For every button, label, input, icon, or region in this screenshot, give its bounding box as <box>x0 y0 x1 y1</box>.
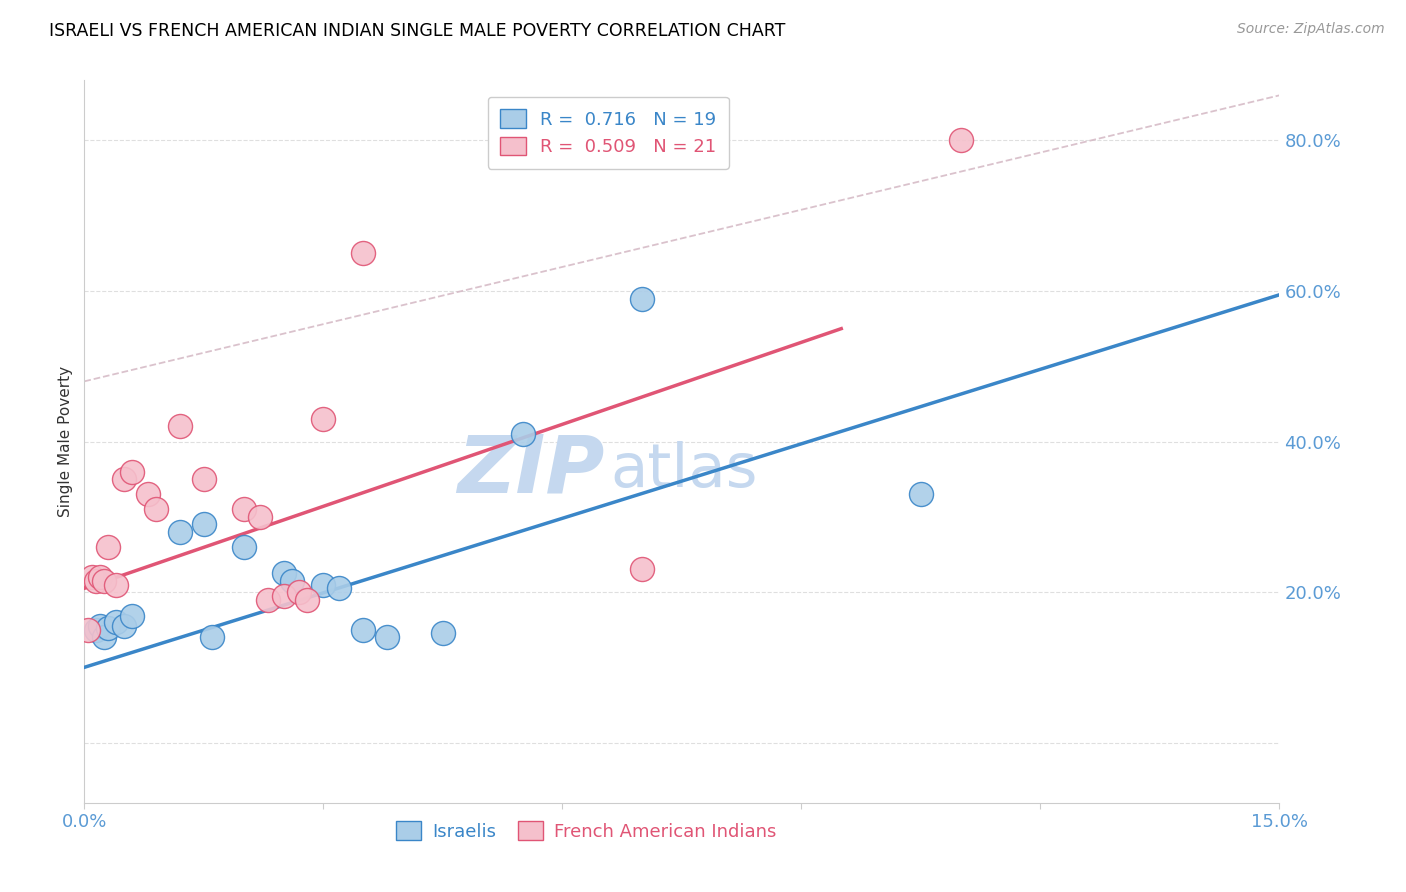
Point <box>328 582 350 596</box>
Point <box>249 509 271 524</box>
Point <box>273 589 295 603</box>
Point <box>105 615 128 630</box>
Point <box>105 577 128 591</box>
Point <box>273 566 295 581</box>
Point <box>89 570 111 584</box>
Point <box>312 412 335 426</box>
Point <box>375 630 398 644</box>
Point <box>631 292 654 306</box>
Point <box>93 630 115 644</box>
Point <box>352 623 374 637</box>
Point <box>352 246 374 260</box>
Point <box>89 619 111 633</box>
Point <box>77 623 100 637</box>
Point <box>112 472 135 486</box>
Text: ISRAELI VS FRENCH AMERICAN INDIAN SINGLE MALE POVERTY CORRELATION CHART: ISRAELI VS FRENCH AMERICAN INDIAN SINGLE… <box>49 22 786 40</box>
Y-axis label: Single Male Poverty: Single Male Poverty <box>58 366 73 517</box>
Point <box>169 419 191 434</box>
Point <box>280 574 302 588</box>
Point <box>169 524 191 539</box>
Point <box>86 574 108 588</box>
Text: ZIP: ZIP <box>457 432 605 509</box>
Point <box>136 487 159 501</box>
Point <box>288 585 311 599</box>
Point <box>121 465 143 479</box>
Point <box>82 570 104 584</box>
Point <box>86 623 108 637</box>
Point <box>193 517 215 532</box>
Point <box>512 427 534 442</box>
Point <box>93 574 115 588</box>
Point <box>121 609 143 624</box>
Point <box>232 502 254 516</box>
Point <box>97 540 120 554</box>
Point <box>297 592 319 607</box>
Point <box>312 577 335 591</box>
Point <box>97 621 120 635</box>
Text: Source: ZipAtlas.com: Source: ZipAtlas.com <box>1237 22 1385 37</box>
Legend: Israelis, French American Indians: Israelis, French American Indians <box>389 814 783 848</box>
Point <box>949 133 972 147</box>
Text: atlas: atlas <box>610 441 758 500</box>
Point <box>112 619 135 633</box>
Point <box>201 630 224 644</box>
Point <box>631 562 654 576</box>
Point <box>256 592 278 607</box>
Point <box>232 540 254 554</box>
Point <box>145 502 167 516</box>
Point <box>432 626 454 640</box>
Point <box>193 472 215 486</box>
Point <box>910 487 932 501</box>
